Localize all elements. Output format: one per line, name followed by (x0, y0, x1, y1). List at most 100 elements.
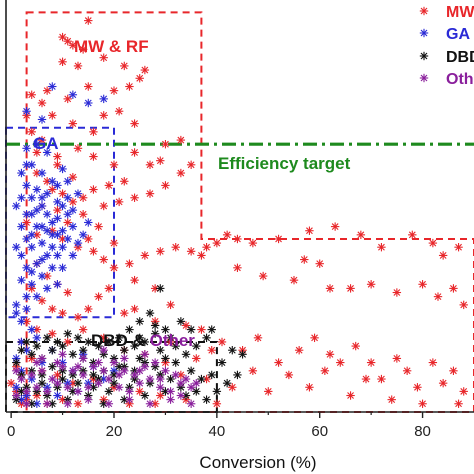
annotation-efficiency-target: Efficiency target (218, 154, 351, 173)
point-other-27 (109, 358, 119, 367)
point-mw-10 (109, 86, 119, 95)
legend-item-other: Other (419, 71, 474, 88)
point-ga-41 (17, 317, 26, 326)
point-ga-2 (27, 193, 36, 202)
point-mw-39 (176, 135, 186, 145)
point-mw-182 (37, 98, 47, 108)
point-mw-139 (99, 333, 108, 343)
point-mw-171 (320, 366, 330, 375)
point-mw-52 (58, 234, 67, 244)
point-mw-112 (274, 358, 283, 367)
point-ga-34 (17, 251, 26, 260)
point-mw-3 (78, 45, 88, 54)
point-other-8 (94, 378, 103, 388)
point-mw-187 (63, 94, 72, 104)
point-dbd-67 (197, 374, 206, 384)
point-other-33 (171, 370, 180, 380)
point-dbd-5 (68, 350, 78, 359)
point-mw-53 (84, 234, 93, 244)
point-mw-111 (253, 333, 263, 343)
point-mw-120 (392, 354, 402, 363)
point-mw-16 (27, 127, 36, 137)
point-mw-20 (89, 127, 98, 137)
point-mw-169 (248, 366, 258, 375)
point-ga-38 (53, 280, 62, 289)
point-mw-98 (58, 308, 67, 318)
point-ga-50 (22, 144, 31, 153)
point-other-41 (125, 395, 134, 404)
point-other-40 (104, 399, 114, 408)
point-mw-87 (418, 280, 427, 289)
point-mw-100 (84, 304, 93, 314)
point-ga-78 (27, 325, 36, 334)
point-dbd-97 (192, 387, 201, 396)
annotation-mw-rf: MW & RF (74, 37, 149, 56)
point-other-36 (22, 399, 31, 408)
point-mw-88 (433, 292, 443, 301)
point-dbd-12 (140, 337, 150, 347)
point-dbd-95 (78, 346, 88, 355)
point-dbd-0 (17, 346, 26, 355)
point-mw-108 (197, 325, 206, 334)
point-mw-121 (402, 366, 412, 375)
point-ga-0 (17, 168, 26, 178)
point-other-43 (166, 395, 175, 404)
point-dbd-69 (186, 366, 196, 375)
point-dbd-20 (84, 337, 93, 347)
point-mw-101 (94, 292, 103, 301)
point-ga-62 (63, 193, 72, 202)
point-dbd-93 (58, 374, 67, 384)
point-mw-127 (454, 399, 463, 408)
point-mw-6 (99, 53, 108, 62)
axes: 0 20 40 60 80 (5, 0, 474, 440)
point-mw-1 (63, 37, 72, 46)
point-dbd-11 (130, 341, 139, 351)
point-ga-11 (37, 238, 47, 248)
point-ga-9 (22, 234, 31, 244)
point-mw-178 (109, 238, 119, 248)
point-other-25 (89, 362, 98, 371)
legend-star-mw (419, 6, 429, 16)
point-mw-124 (438, 378, 448, 388)
point-ga-44 (58, 263, 67, 272)
point-ga-17 (27, 280, 36, 289)
point-mw-115 (325, 350, 335, 359)
point-ga-54 (84, 218, 93, 227)
x-tick-label-20: 20 (106, 423, 123, 440)
legend-star-other (419, 73, 429, 83)
point-dbd-31 (48, 362, 57, 371)
point-ga-21 (58, 243, 67, 252)
point-mw-42 (161, 181, 170, 190)
point-dbd-98 (135, 333, 144, 343)
point-mw-152 (135, 387, 144, 396)
point-mw-63 (197, 251, 206, 260)
point-mw-81 (300, 255, 309, 264)
point-ga-24 (63, 210, 72, 219)
point-dbd-21 (73, 333, 83, 343)
point-mw-86 (392, 288, 402, 297)
point-ga-60 (17, 193, 26, 202)
point-mw-118 (366, 358, 376, 367)
point-mw-172 (361, 374, 371, 384)
point-mw-75 (428, 238, 438, 248)
point-other-19 (27, 370, 36, 380)
point-mw-70 (305, 226, 314, 235)
point-other-10 (114, 383, 124, 392)
x-tick-label-80: 80 (414, 423, 431, 440)
point-mw-11 (125, 82, 134, 91)
point-other-35 (192, 378, 201, 388)
point-mw-170 (284, 370, 294, 380)
point-ga-31 (12, 201, 21, 211)
point-mw-76 (438, 251, 448, 260)
legend-label-ga: GA (446, 26, 470, 43)
point-mw-165 (73, 399, 83, 408)
point-other-18 (17, 374, 26, 384)
point-mw-177 (130, 275, 139, 285)
point-dbd-51 (135, 354, 144, 363)
point-mw-62 (186, 247, 196, 256)
point-ga-48 (42, 148, 52, 157)
annotations: MW & RF GA Efficiency target DBD & Other (33, 37, 351, 350)
point-ga-71 (48, 82, 57, 91)
point-ga-35 (22, 292, 31, 301)
point-dbd-84 (222, 378, 232, 388)
